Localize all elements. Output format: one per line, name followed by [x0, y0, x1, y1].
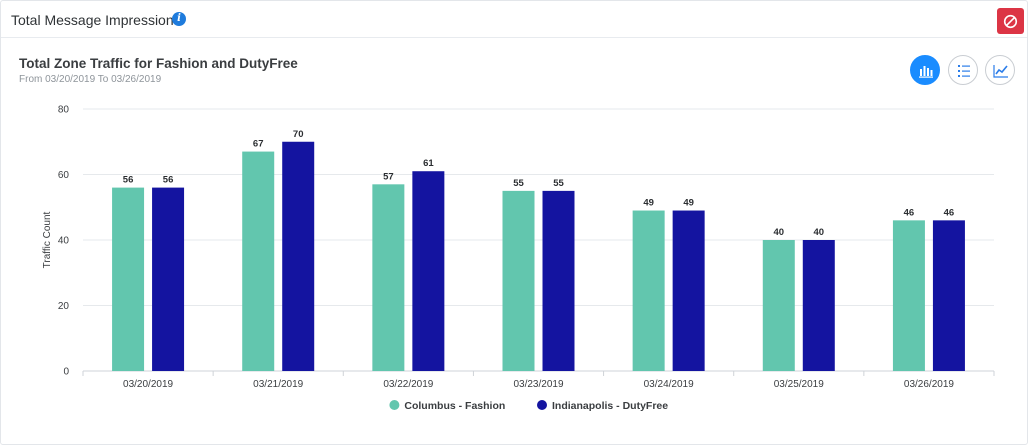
y-tick-label: 80	[58, 105, 70, 116]
bar[interactable]	[502, 190, 535, 371]
bar[interactable]	[802, 240, 835, 371]
data-label: 46	[904, 207, 915, 218]
x-tick-label: 03/24/2019	[644, 379, 694, 390]
data-label: 55	[553, 178, 564, 189]
y-tick-label: 20	[58, 301, 70, 312]
bar[interactable]	[242, 151, 275, 371]
bar-chart: 0 20 40 60 80 Traffic Count 03/20/2019 03/21/20…	[42, 105, 995, 412]
data-label: 55	[513, 178, 524, 189]
legend-label: Indianapolis - DutyFree	[552, 400, 668, 412]
data-label: 67	[253, 139, 264, 150]
data-label: 56	[163, 175, 174, 186]
bar[interactable]	[282, 141, 315, 371]
bar-chart-icon	[919, 66, 933, 78]
y-axis-title: Traffic Count	[42, 211, 53, 268]
ban-icon	[1003, 14, 1018, 29]
x-tick-label: 03/21/2019	[253, 379, 303, 390]
data-label: 56	[123, 175, 134, 186]
disable-button[interactable]	[997, 8, 1024, 34]
bar-chart-view-button[interactable]	[910, 55, 940, 85]
data-label: 70	[293, 129, 304, 140]
bar[interactable]	[412, 171, 445, 371]
y-tick-label: 40	[58, 236, 70, 247]
bar[interactable]	[932, 220, 965, 371]
bar[interactable]	[372, 184, 405, 371]
legend-label: Columbus - Fashion	[404, 400, 505, 412]
data-label: 61	[423, 158, 434, 169]
x-tick-label: 03/25/2019	[774, 379, 824, 390]
bar[interactable]	[762, 240, 795, 371]
bar[interactable]	[672, 210, 705, 371]
data-label: 46	[944, 207, 955, 218]
bar[interactable]	[632, 210, 665, 371]
panel-title: Total Message Impression	[11, 12, 174, 28]
chart-subtitle: From 03/20/2019 To 03/26/2019	[19, 74, 162, 85]
x-tick-label: 03/22/2019	[383, 379, 433, 390]
bar[interactable]	[542, 190, 575, 371]
legend-item[interactable]: Indianapolis - DutyFree	[537, 400, 668, 412]
bar[interactable]	[892, 220, 925, 371]
data-label: 40	[773, 227, 784, 238]
data-label: 49	[683, 198, 694, 209]
bar[interactable]	[152, 187, 185, 371]
y-tick-label: 60	[58, 170, 70, 181]
x-tick-label: 03/26/2019	[904, 379, 954, 390]
bar[interactable]	[112, 187, 145, 371]
panel-header: Total Message Impression i	[1, 1, 1027, 38]
legend-item[interactable]: Columbus - Fashion	[389, 400, 505, 412]
x-tick-label: 03/23/2019	[513, 379, 563, 390]
x-tick-label: 03/20/2019	[123, 379, 173, 390]
data-label: 40	[813, 227, 824, 238]
list-icon	[958, 65, 970, 77]
line-chart-icon	[993, 65, 1008, 78]
list-view-button[interactable]	[948, 55, 978, 85]
data-label: 49	[643, 198, 654, 209]
line-chart-view-button[interactable]	[985, 55, 1015, 85]
chart-title: Total Zone Traffic for Fashion and DutyF…	[19, 56, 298, 71]
y-tick-label: 0	[63, 367, 69, 378]
info-icon[interactable]: i	[172, 12, 186, 26]
legend-marker	[389, 400, 400, 410]
legend-marker	[537, 400, 547, 410]
data-label: 57	[383, 171, 394, 182]
